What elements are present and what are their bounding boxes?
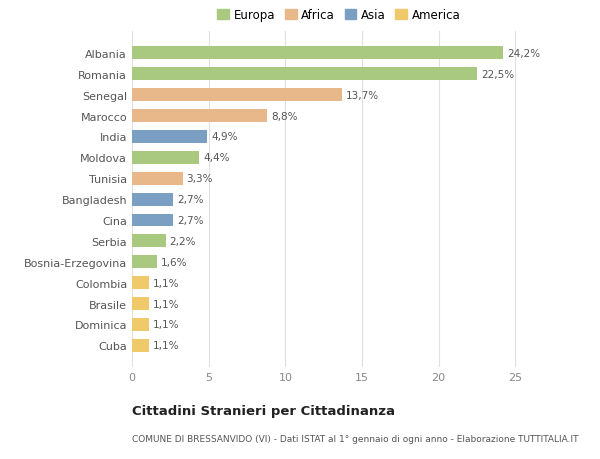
Bar (132, 214, 173, 227)
Text: 4,4%: 4,4% (203, 153, 230, 163)
Text: Cittadini Stranieri per Cittadinanza: Cittadini Stranieri per Cittadinanza (132, 404, 395, 417)
Text: 24,2%: 24,2% (507, 49, 540, 59)
Text: 1,1%: 1,1% (152, 319, 179, 330)
Text: 1,1%: 1,1% (152, 341, 179, 351)
Text: 22,5%: 22,5% (481, 70, 514, 80)
Bar (132, 297, 149, 310)
Text: 1,1%: 1,1% (152, 278, 179, 288)
Bar (132, 256, 157, 269)
Legend: Europa, Africa, Asia, America: Europa, Africa, Asia, America (212, 5, 466, 27)
Text: 2,7%: 2,7% (177, 195, 204, 205)
Text: 3,3%: 3,3% (187, 174, 213, 184)
Text: 2,7%: 2,7% (177, 216, 204, 225)
Bar (132, 68, 477, 81)
Bar (132, 339, 149, 352)
Bar (132, 173, 182, 185)
Text: 8,8%: 8,8% (271, 112, 297, 121)
Text: 1,1%: 1,1% (152, 299, 179, 309)
Text: COMUNE DI BRESSANVIDO (VI) - Dati ISTAT al 1° gennaio di ogni anno - Elaborazion: COMUNE DI BRESSANVIDO (VI) - Dati ISTAT … (132, 434, 578, 443)
Bar (132, 193, 173, 206)
Bar (132, 131, 207, 144)
Bar (132, 235, 166, 248)
Bar (132, 110, 267, 123)
Text: 13,7%: 13,7% (346, 90, 379, 101)
Bar (132, 47, 503, 60)
Bar (132, 89, 342, 102)
Text: 4,9%: 4,9% (211, 132, 238, 142)
Text: 1,6%: 1,6% (160, 257, 187, 267)
Bar (132, 151, 199, 164)
Text: 2,2%: 2,2% (170, 236, 196, 246)
Bar (132, 276, 149, 290)
Bar (132, 318, 149, 331)
